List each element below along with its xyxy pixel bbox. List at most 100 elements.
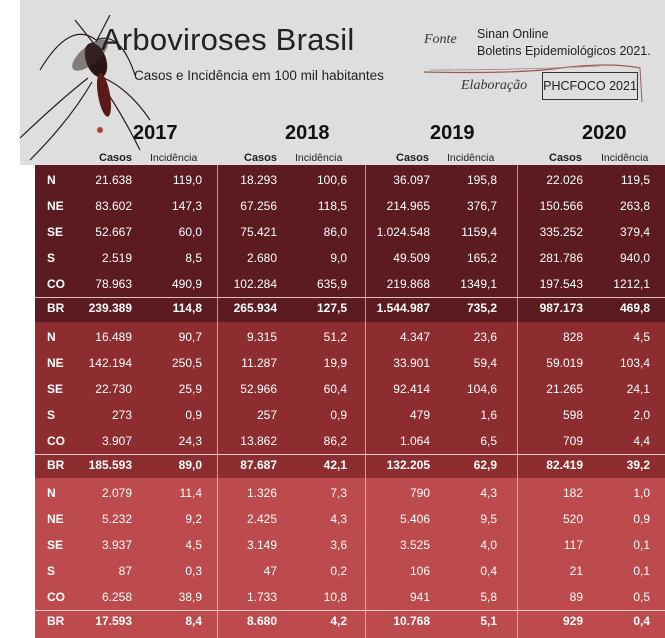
col-header-casos: Casos: [99, 152, 133, 164]
cell-incidencia: 735,2: [466, 301, 497, 315]
table-row: SE 22.730 25,9 52.966 60,4 92.414 104,6 21.265 2…: [35, 376, 665, 402]
region-label: SE: [47, 538, 64, 552]
region-label: S: [47, 408, 56, 422]
region-label: SE: [47, 382, 64, 396]
cell-incidencia: 0,3: [185, 564, 202, 578]
cell-casos: 18.293: [240, 173, 277, 187]
cell-incidencia: 86,2: [323, 434, 347, 448]
mosquito-icon: [19, 14, 151, 161]
cell-incidencia: 90,7: [178, 330, 202, 344]
table-row-total: BR 185.593 89,0 87.687 42,1 132.205 62,9 82.419…: [35, 453, 665, 477]
region-label: N: [47, 330, 56, 344]
cell-incidencia: 7,3: [330, 486, 347, 500]
cell-incidencia: 6,5: [480, 434, 497, 448]
column-divider: [517, 165, 518, 638]
year-heading-2017: 2017: [133, 122, 178, 144]
cell-incidencia: 1349,1: [460, 277, 497, 291]
cell-incidencia: 104,6: [466, 382, 497, 396]
table-row: CO 78.963 490,9 102.284 635,9 219.868 1349,1 19…: [35, 271, 665, 297]
cell-casos: 16.489: [95, 330, 132, 344]
region-label: CO: [47, 434, 65, 448]
cell-casos: 59.019: [546, 356, 583, 370]
year-heading-2019: 2019: [430, 122, 475, 144]
cell-casos: 709: [562, 434, 583, 448]
cell-casos: 83.602: [95, 199, 132, 213]
col-header-incidencia: Incidência: [150, 152, 198, 164]
table-row: SE 52.667 60,0 75.421 86,0 1.024.548 1159,4 335…: [35, 219, 665, 245]
cell-incidencia: 51,2: [323, 330, 347, 344]
cell-casos: 106: [409, 564, 430, 578]
cell-incidencia: 4,2: [330, 614, 347, 628]
cell-casos: 1.024.548: [376, 225, 430, 239]
cell-casos: 9.315: [246, 330, 277, 344]
region-label: NE: [47, 512, 64, 526]
cell-casos: 8.680: [246, 614, 277, 628]
cell-casos: 52.966: [240, 382, 277, 396]
cell-casos: 150.566: [539, 199, 583, 213]
cell-casos: 89: [569, 590, 583, 604]
cell-casos: 929: [562, 614, 583, 628]
group-label-chikungunya: Chikungunya: [11, 361, 27, 438]
cell-casos: 335.252: [539, 225, 583, 239]
cell-incidencia: 9,0: [330, 251, 347, 265]
cell-incidencia: 8,4: [185, 614, 202, 628]
cell-casos: 52.667: [95, 225, 132, 239]
cell-incidencia: 100,6: [316, 173, 347, 187]
cell-incidencia: 38,9: [178, 590, 202, 604]
cell-casos: 3.907: [101, 434, 132, 448]
cell-incidencia: 0,2: [330, 564, 347, 578]
cell-casos: 132.205: [386, 458, 430, 472]
col-header-incidencia: Incidência: [295, 152, 343, 164]
cell-incidencia: 3,6: [330, 538, 347, 552]
cell-incidencia: 60,4: [323, 382, 347, 396]
cell-incidencia: 0,4: [633, 614, 650, 628]
page-title: Arboviroses Brasil: [101, 22, 355, 57]
cell-casos: 22.730: [95, 382, 132, 396]
group-tab-zika: [7, 480, 31, 635]
group-tab-dengue: [7, 166, 31, 319]
cell-casos: 13.862: [240, 434, 277, 448]
table-row: SE 3.937 4,5 3.149 3,6 3.525 4,0 117 0,1: [35, 532, 665, 558]
cell-casos: 87: [118, 564, 132, 578]
total-divider: [35, 610, 665, 611]
cell-casos: 197.543: [539, 277, 583, 291]
cell-casos: 4.347: [399, 330, 430, 344]
cell-casos: 520: [562, 512, 583, 526]
year-heading-2018: 2018: [285, 122, 330, 144]
cell-incidencia: 147,3: [171, 199, 202, 213]
col-header-casos: Casos: [396, 152, 430, 164]
cell-incidencia: 263,8: [619, 199, 650, 213]
cell-casos: 82.419: [546, 458, 583, 472]
cell-incidencia: 119,5: [620, 173, 650, 187]
cell-incidencia: 1,6: [480, 408, 497, 422]
cell-casos: 987.173: [539, 301, 583, 315]
group-label-dengue: Dengue: [11, 219, 27, 266]
column-divider: [217, 165, 218, 638]
cell-casos: 21.638: [95, 173, 132, 187]
cell-incidencia: 10,8: [323, 590, 347, 604]
total-divider: [35, 297, 665, 298]
cell-incidencia: 9,5: [480, 512, 497, 526]
cell-casos: 598: [562, 408, 583, 422]
table-row: S 273 0,9 257 0,9 479 1,6 598 2,0: [35, 402, 665, 428]
cell-incidencia: 24,3: [178, 434, 202, 448]
cell-incidencia: 119,0: [172, 173, 202, 187]
cell-casos: 11.287: [241, 356, 277, 370]
region-label: S: [47, 251, 56, 265]
cell-casos: 17.593: [95, 614, 132, 628]
cell-incidencia: 195,8: [466, 173, 497, 187]
cell-incidencia: 0,1: [633, 538, 650, 552]
credits-label: Elaboração: [461, 78, 528, 93]
cell-incidencia: 4,0: [480, 538, 497, 552]
table-row: CO 6.258 38,9 1.733 10,8 941 5,8 89 0,5: [35, 584, 665, 610]
cell-casos: 92.414: [393, 382, 430, 396]
region-label: BR: [47, 458, 65, 472]
cell-incidencia: 8,5: [185, 251, 202, 265]
cell-incidencia: 103,4: [619, 356, 650, 370]
header-panel: [20, 0, 665, 165]
cell-incidencia: 376,7: [466, 199, 497, 213]
cell-casos: 790: [409, 486, 430, 500]
table-row: CO 3.907 24,3 13.862 86,2 1.064 6,5 709 4,4: [35, 428, 665, 454]
col-header-incidencia: Incidência: [447, 152, 495, 164]
